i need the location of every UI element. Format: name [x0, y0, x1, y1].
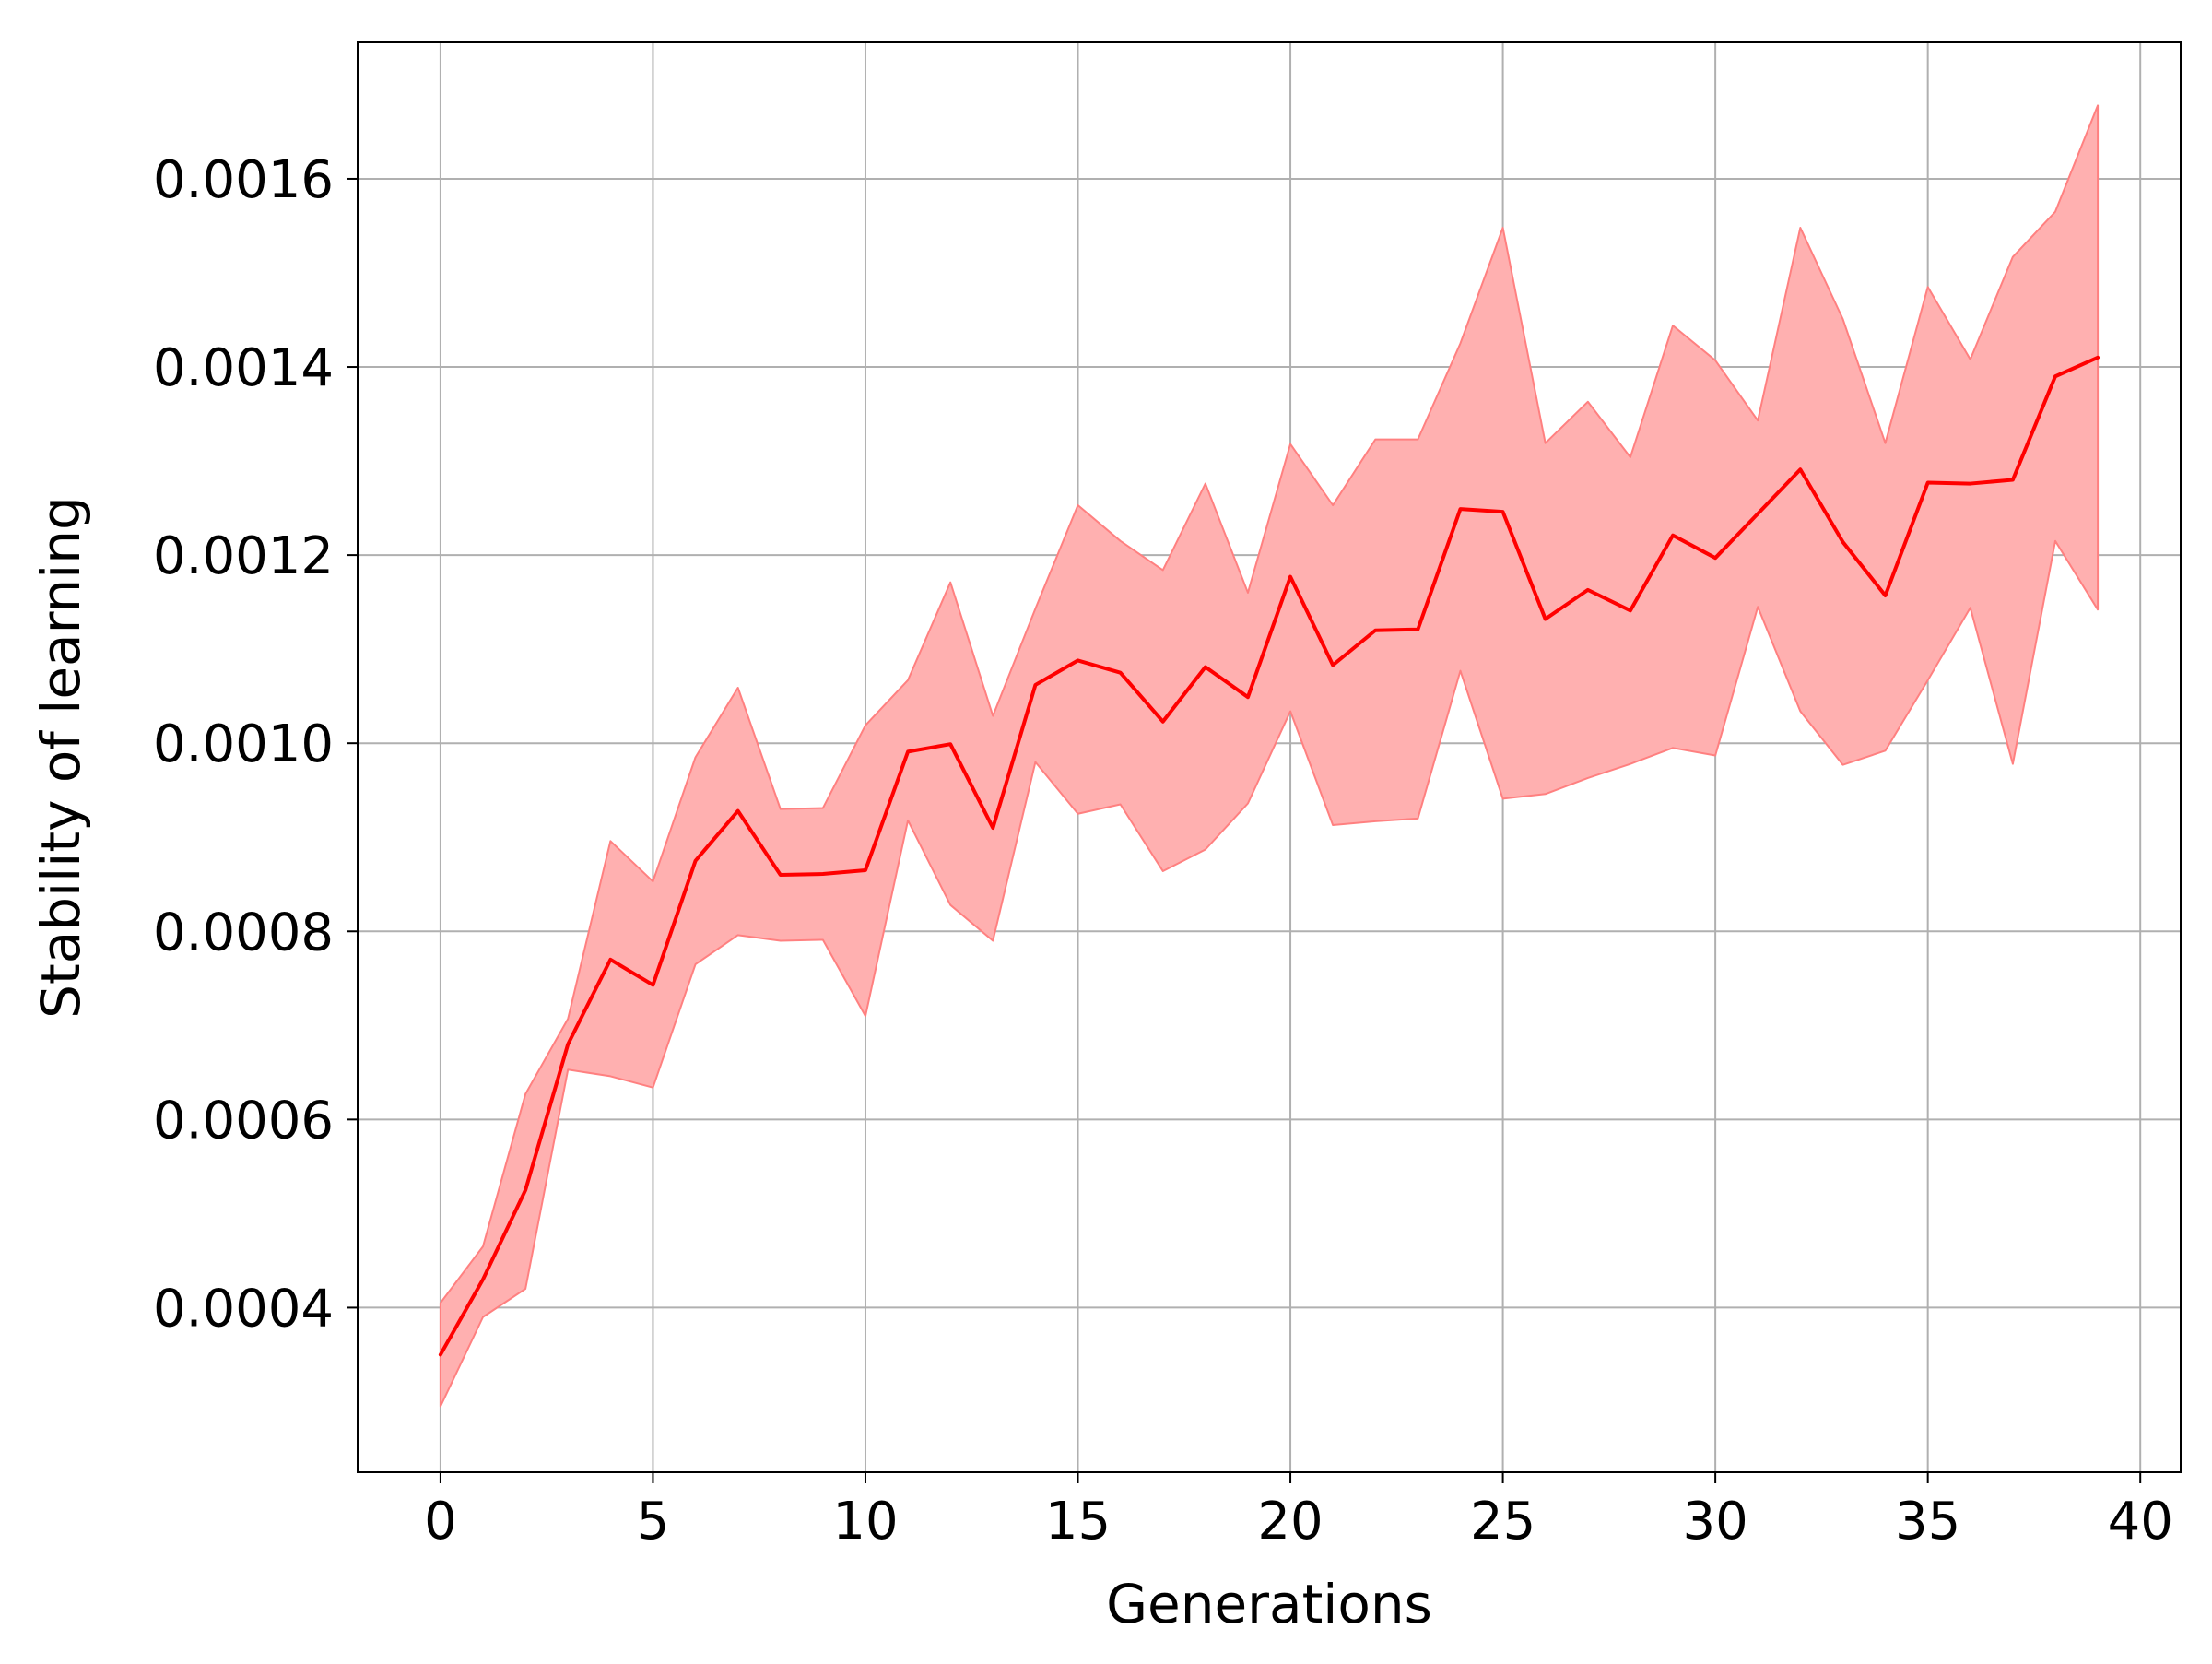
y-tick-label: 0.0010	[153, 714, 334, 774]
x-tick-label: 0	[424, 1492, 457, 1552]
y-tick-label: 0.0004	[153, 1279, 334, 1339]
y-axis-label: Stability of learning	[29, 496, 92, 1019]
y-tick-label: 0.0006	[153, 1091, 334, 1151]
x-axis-label: Generations	[1106, 1573, 1432, 1635]
y-tick-label: 0.0012	[153, 526, 334, 586]
x-tick-label: 15	[1045, 1492, 1111, 1552]
x-tick-label: 40	[2108, 1492, 2173, 1552]
x-tick-label: 10	[832, 1492, 898, 1552]
y-tick-label: 0.0008	[153, 903, 334, 962]
x-tick-label: 30	[1682, 1492, 1747, 1552]
x-tick-label: 35	[1895, 1492, 1960, 1552]
y-tick-label: 0.0014	[153, 338, 334, 398]
x-tick-label: 25	[1470, 1492, 1535, 1552]
y-tick-label: 0.0016	[153, 150, 334, 210]
x-tick-label: 5	[637, 1492, 670, 1552]
x-tick-label: 20	[1257, 1492, 1323, 1552]
